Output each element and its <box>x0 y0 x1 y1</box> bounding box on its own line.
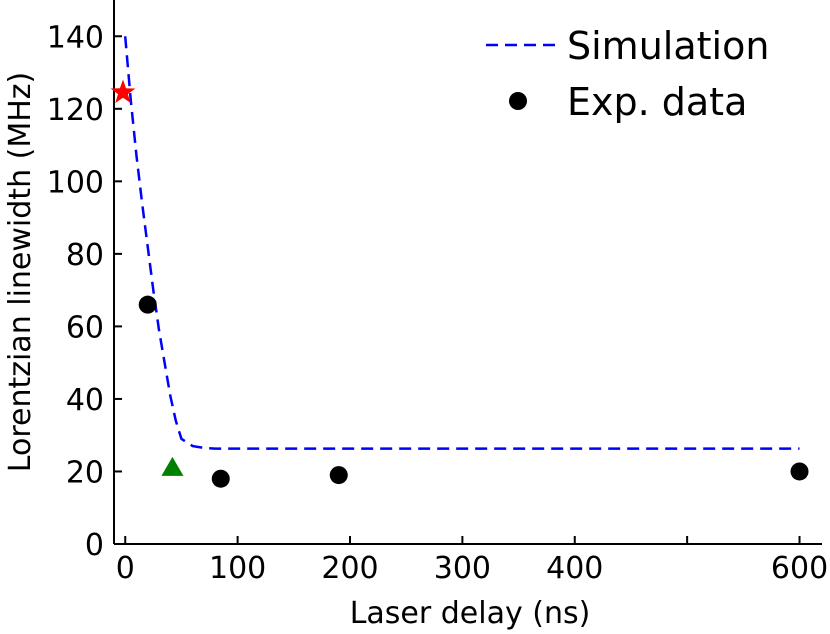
x-tick-label: 0 <box>116 551 135 586</box>
simulation-line <box>123 36 800 450</box>
y-tick-label: 60 <box>66 310 104 345</box>
x-axis-label: Laser delay (ns) <box>350 596 591 631</box>
y-tick-label: 0 <box>85 528 104 563</box>
exp-data-point <box>329 466 348 485</box>
x-tick-label: 600 <box>771 551 828 586</box>
y-tick-label: 100 <box>47 165 104 200</box>
exp-data-point <box>211 469 230 488</box>
legend-simulation-label: Simulation <box>567 24 769 68</box>
x-tick-label: 400 <box>546 551 603 586</box>
y-tick-label: 40 <box>66 383 104 418</box>
exp-data-point <box>790 462 809 481</box>
marker-layer <box>110 79 184 476</box>
series-layer <box>123 36 809 488</box>
y-tick-label: 80 <box>66 238 104 273</box>
triangle-marker <box>161 456 184 476</box>
x-tick-label: 300 <box>434 551 491 586</box>
x-tick-label: 200 <box>321 551 378 586</box>
legend-exp-data-swatch <box>509 92 527 110</box>
star-marker <box>110 79 136 103</box>
y-tick-label: 140 <box>47 20 104 55</box>
exp-data-point <box>138 295 157 314</box>
legend: Simulation Exp. data <box>486 24 769 124</box>
y-tick-label: 20 <box>66 455 104 490</box>
legend-exp-data-label: Exp. data <box>567 80 747 124</box>
ticks: 0 100 200 300 400 600 0 20 40 60 80 100 120 140 <box>47 20 828 586</box>
x-tick-label: 100 <box>209 551 266 586</box>
y-tick-label: 120 <box>47 93 104 128</box>
y-axis-label: Lorentzian linewidth (MHz) <box>3 72 38 472</box>
